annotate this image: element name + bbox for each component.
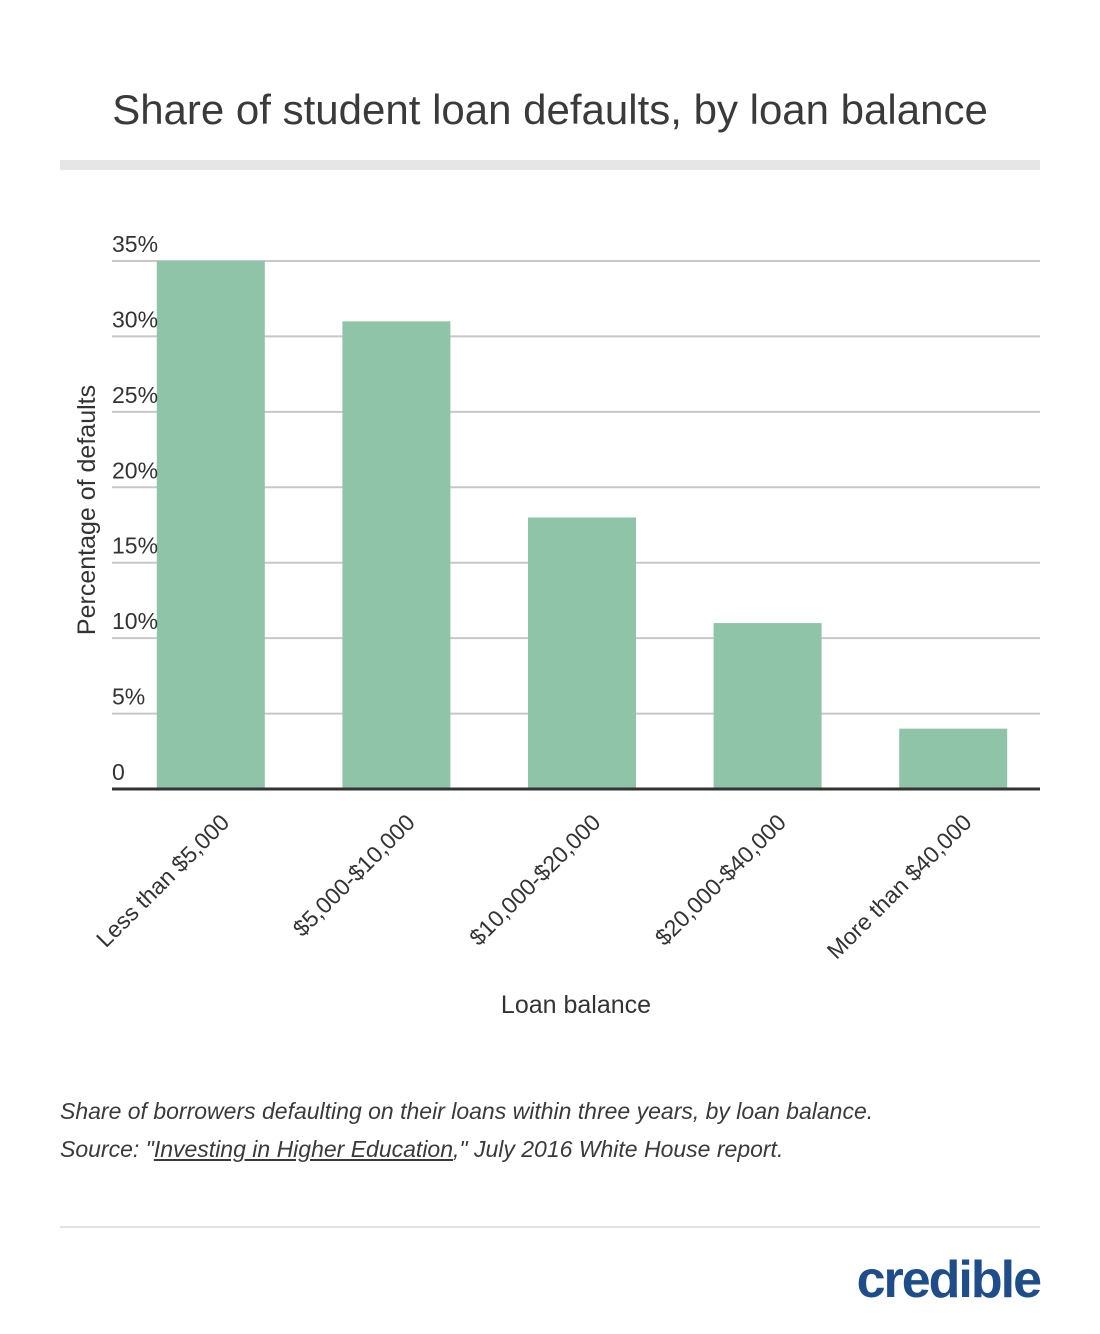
y-tick-label: 15% (112, 533, 158, 559)
bar (342, 321, 451, 789)
y-tick-label: 30% (112, 306, 158, 332)
bars (156, 261, 1008, 789)
title-divider (60, 160, 1040, 170)
x-axis-label: Loan balance (501, 991, 651, 1019)
bar-chart: 0 5% 10% 15% 20% 25% 30% 35% Less than $5,000 $5… (73, 231, 1040, 1019)
x-tick-label: Less than $5,000 (91, 809, 234, 952)
chart-caption: Share of borrowers defaulting on their l… (60, 1092, 1050, 1168)
x-tick-labels: Less than $5,000 $5,000-$10,000 $10,000-$2… (91, 809, 977, 964)
y-tick-label: 5% (112, 684, 145, 710)
footer-divider (60, 1226, 1040, 1228)
x-tick-label: $5,000-$10,000 (287, 809, 419, 941)
y-tick-labels: 0 5% 10% 15% 20% 25% 30% 35% (112, 231, 158, 785)
source-prefix: Source: " (60, 1136, 154, 1162)
y-tick-label: 10% (112, 608, 158, 634)
caption-source: Source: "Investing in Higher Education,"… (60, 1130, 1050, 1168)
x-tick-label: $10,000-$20,000 (464, 809, 605, 950)
gridlines (112, 260, 1040, 715)
y-tick-label: 35% (112, 231, 158, 257)
x-tick-label: More than $40,000 (822, 809, 977, 964)
bar (528, 517, 636, 789)
bar (156, 261, 265, 789)
caption-description: Share of borrowers defaulting on their l… (60, 1098, 874, 1124)
bar (899, 728, 1008, 789)
chart-title: Share of student loan defaults, by loan … (112, 86, 988, 133)
bar (713, 623, 822, 789)
y-axis-label: Percentage of defaults (73, 385, 101, 635)
credible-logo: credible (856, 1251, 1042, 1309)
y-tick-label: 25% (112, 382, 158, 408)
source-link[interactable]: Investing in Higher Education (153, 1136, 454, 1162)
x-tick-label: $20,000-$40,000 (650, 809, 791, 950)
y-tick-label: 0 (112, 759, 125, 785)
y-tick-label: 20% (112, 457, 158, 483)
source-suffix: ," July 2016 White House report. (453, 1136, 784, 1162)
